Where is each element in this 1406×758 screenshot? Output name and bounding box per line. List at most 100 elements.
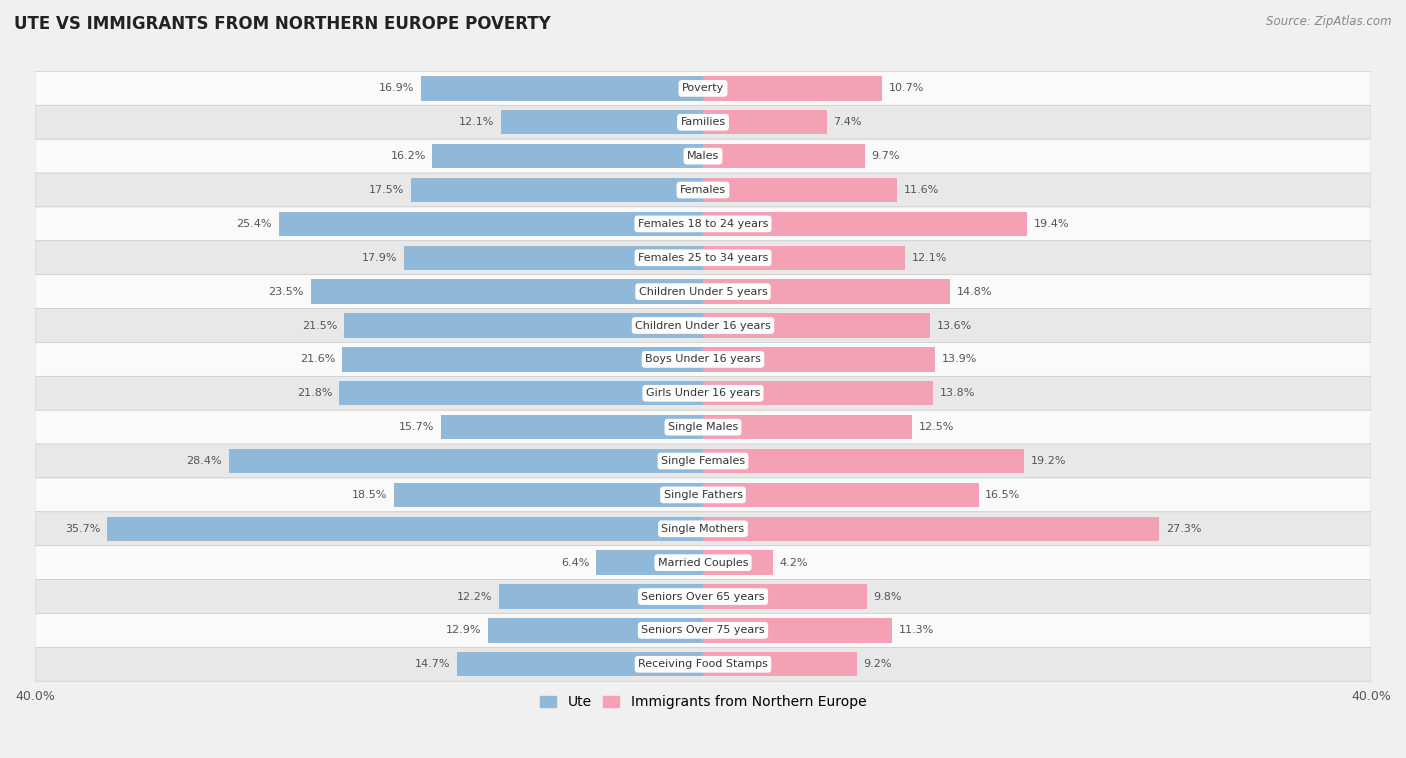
Text: 11.6%: 11.6%	[904, 185, 939, 195]
Bar	[703, 144, 865, 168]
Text: Single Mothers: Single Mothers	[661, 524, 745, 534]
Text: Receiving Food Stamps: Receiving Food Stamps	[638, 659, 768, 669]
Bar	[703, 110, 827, 134]
Text: 12.9%: 12.9%	[446, 625, 481, 635]
FancyBboxPatch shape	[35, 410, 1371, 444]
FancyBboxPatch shape	[35, 343, 1371, 376]
Text: Families: Families	[681, 117, 725, 127]
Bar	[596, 550, 703, 575]
Text: 13.9%: 13.9%	[942, 355, 977, 365]
Bar	[488, 619, 703, 643]
Text: 17.5%: 17.5%	[368, 185, 404, 195]
Bar	[703, 517, 1159, 541]
Text: 4.2%: 4.2%	[780, 558, 808, 568]
Text: 10.7%: 10.7%	[889, 83, 924, 93]
Bar	[703, 280, 950, 304]
Text: 16.2%: 16.2%	[391, 151, 426, 161]
Bar	[339, 381, 703, 406]
Text: Single Fathers: Single Fathers	[664, 490, 742, 500]
Text: Children Under 5 years: Children Under 5 years	[638, 287, 768, 296]
FancyBboxPatch shape	[35, 139, 1371, 173]
Bar	[311, 280, 703, 304]
Text: 9.2%: 9.2%	[863, 659, 891, 669]
Bar	[499, 584, 703, 609]
Text: 14.7%: 14.7%	[415, 659, 451, 669]
Bar	[703, 246, 905, 270]
FancyBboxPatch shape	[35, 274, 1371, 309]
Text: Married Couples: Married Couples	[658, 558, 748, 568]
Bar	[457, 652, 703, 676]
Bar	[703, 77, 882, 101]
Text: Males: Males	[688, 151, 718, 161]
Bar	[441, 415, 703, 440]
Bar	[703, 347, 935, 371]
Bar	[344, 313, 703, 338]
Text: 13.8%: 13.8%	[941, 388, 976, 398]
Text: 11.3%: 11.3%	[898, 625, 934, 635]
Text: 23.5%: 23.5%	[269, 287, 304, 296]
Bar	[703, 313, 931, 338]
Bar	[420, 77, 703, 101]
FancyBboxPatch shape	[35, 512, 1371, 546]
Text: Females 18 to 24 years: Females 18 to 24 years	[638, 219, 768, 229]
FancyBboxPatch shape	[35, 105, 1371, 139]
Bar	[342, 347, 703, 371]
Text: Females: Females	[681, 185, 725, 195]
Text: 6.4%: 6.4%	[561, 558, 589, 568]
Text: 12.2%: 12.2%	[457, 591, 492, 602]
Bar	[703, 449, 1024, 473]
Text: Poverty: Poverty	[682, 83, 724, 93]
Text: 7.4%: 7.4%	[834, 117, 862, 127]
Text: 35.7%: 35.7%	[65, 524, 100, 534]
FancyBboxPatch shape	[35, 580, 1371, 613]
Text: 21.8%: 21.8%	[297, 388, 332, 398]
FancyBboxPatch shape	[35, 444, 1371, 478]
Text: Boys Under 16 years: Boys Under 16 years	[645, 355, 761, 365]
Text: 19.4%: 19.4%	[1033, 219, 1069, 229]
Bar	[278, 211, 703, 236]
Bar	[229, 449, 703, 473]
Bar	[703, 415, 911, 440]
Bar	[433, 144, 703, 168]
FancyBboxPatch shape	[35, 376, 1371, 410]
Legend: Ute, Immigrants from Northern Europe: Ute, Immigrants from Northern Europe	[534, 690, 872, 715]
Text: Seniors Over 65 years: Seniors Over 65 years	[641, 591, 765, 602]
Text: Girls Under 16 years: Girls Under 16 years	[645, 388, 761, 398]
FancyBboxPatch shape	[35, 309, 1371, 343]
Text: 19.2%: 19.2%	[1031, 456, 1066, 466]
Bar	[501, 110, 703, 134]
Text: 16.9%: 16.9%	[378, 83, 413, 93]
Bar	[703, 584, 866, 609]
FancyBboxPatch shape	[35, 546, 1371, 580]
Text: 13.6%: 13.6%	[936, 321, 972, 330]
Text: 14.8%: 14.8%	[957, 287, 993, 296]
Bar	[404, 246, 703, 270]
Text: 12.5%: 12.5%	[918, 422, 953, 432]
Text: Single Males: Single Males	[668, 422, 738, 432]
FancyBboxPatch shape	[35, 207, 1371, 241]
FancyBboxPatch shape	[35, 173, 1371, 207]
Text: Source: ZipAtlas.com: Source: ZipAtlas.com	[1267, 15, 1392, 28]
Text: 12.1%: 12.1%	[458, 117, 495, 127]
Text: 25.4%: 25.4%	[236, 219, 273, 229]
FancyBboxPatch shape	[35, 647, 1371, 681]
Text: 9.7%: 9.7%	[872, 151, 900, 161]
FancyBboxPatch shape	[35, 478, 1371, 512]
Text: 9.8%: 9.8%	[873, 591, 901, 602]
FancyBboxPatch shape	[35, 613, 1371, 647]
Text: 21.6%: 21.6%	[301, 355, 336, 365]
Bar	[394, 483, 703, 507]
Text: 17.9%: 17.9%	[361, 252, 398, 263]
Bar	[703, 211, 1026, 236]
Text: Females 25 to 34 years: Females 25 to 34 years	[638, 252, 768, 263]
FancyBboxPatch shape	[35, 241, 1371, 274]
FancyBboxPatch shape	[35, 71, 1371, 105]
Text: 12.1%: 12.1%	[911, 252, 948, 263]
Text: 21.5%: 21.5%	[302, 321, 337, 330]
Text: 16.5%: 16.5%	[986, 490, 1021, 500]
Bar	[703, 550, 773, 575]
Text: Seniors Over 75 years: Seniors Over 75 years	[641, 625, 765, 635]
Text: 18.5%: 18.5%	[352, 490, 387, 500]
Text: 15.7%: 15.7%	[399, 422, 434, 432]
Bar	[411, 178, 703, 202]
